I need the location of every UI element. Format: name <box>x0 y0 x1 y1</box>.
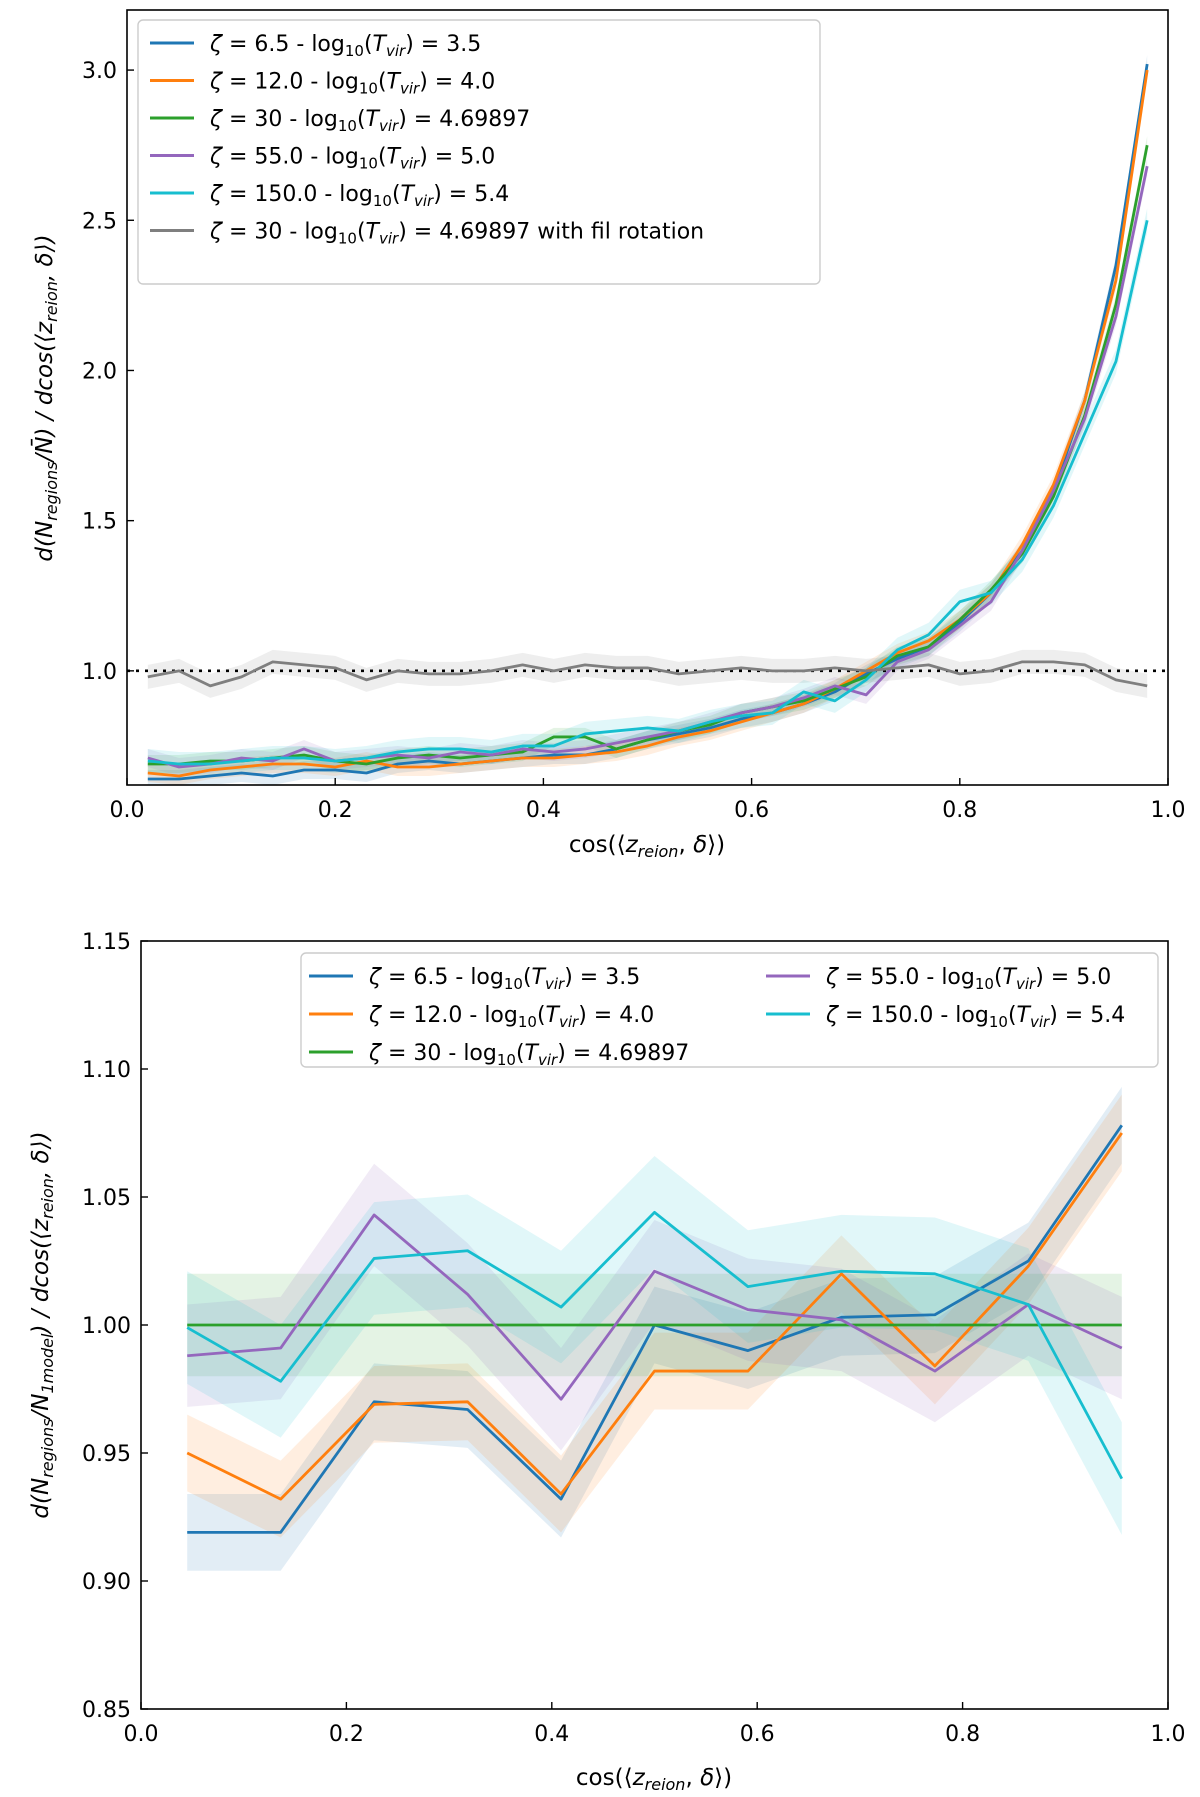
bottom-chart: 0.0 0.2 0.4 0.6 0.8 1.0 0.85 0.90 0.95 1.00 1.05 1.… <box>28 930 1186 1794</box>
legend-label: ζ = 6.5 - log10(Tvir) = 3.5 <box>368 965 640 993</box>
band-12-0-log10-tvir-4-0 <box>187 1094 1122 1538</box>
band-6-5-log10-tvir-3-5 <box>187 1086 1122 1571</box>
x-tick-label: 0.0 <box>124 1722 159 1747</box>
legend-entries: ζ = 6.5 - log10(Tvir) = 3.5 ζ = 12.0 - lo… <box>309 965 1125 1069</box>
y-tick-label: 1.00 <box>82 1314 131 1339</box>
legend-label: ζ = 55.0 - log10(Tvir) = 5.0 <box>209 145 495 173</box>
legend-box <box>137 19 821 285</box>
y-tick-label: 1.15 <box>82 930 131 955</box>
legend-label: ζ = 55.0 - log10(Tvir) = 5.0 <box>825 965 1111 993</box>
plot-frame <box>126 9 1169 786</box>
x-tick-label: 0.4 <box>534 1722 569 1747</box>
legend-label: ζ = 30 - log10(Tvir) = 4.69897 with fil … <box>209 220 704 248</box>
top-chart: 0.0 0.2 0.4 0.6 0.8 1.0 1.0 1.5 2.0 2.5 3.0 d(Nreg… <box>30 9 1186 861</box>
y-tick-label: 1.05 <box>82 1186 131 1211</box>
x-tick-label: 0.2 <box>329 1722 364 1747</box>
legend-label: ζ = 30 - log10(Tvir) = 4.69897 <box>368 1041 689 1069</box>
series-line-150-0-log10-tvir-5-4 <box>147 219 1149 766</box>
legend-label: ζ = 150.0 - log10(Tvir) = 5.4 <box>209 182 509 210</box>
y-tick-label: 2.0 <box>82 359 117 384</box>
legend-label: ζ = 12.0 - log10(Tvir) = 4.0 <box>209 70 495 98</box>
uncertainty-bands <box>187 1086 1122 1571</box>
x-axis-label: cos(⟨zreion, δ⟩) <box>569 832 725 861</box>
y-tick-label: 2.5 <box>82 209 117 234</box>
x-tick-label: 0.4 <box>526 798 561 823</box>
y-tick-label: 1.10 <box>82 1058 131 1083</box>
x-tick-label: 1.0 <box>1151 798 1186 823</box>
x-tick-label: 0.6 <box>740 1722 775 1747</box>
y-tick-label: 0.85 <box>82 1698 131 1723</box>
x-tick-label: 0.2 <box>318 798 353 823</box>
y-tick-label: 0.90 <box>82 1570 131 1595</box>
y-tick-label: 3.0 <box>82 59 117 84</box>
x-tick-label: 0.0 <box>110 798 145 823</box>
x-tick-label: 0.6 <box>734 798 769 823</box>
x-tick-label: 1.0 <box>1151 1722 1186 1747</box>
y-tick-label: 1.5 <box>82 510 117 535</box>
band-150-0-log10-tvir-5-4 <box>187 1156 1122 1535</box>
legend-label: ζ = 150.0 - log10(Tvir) = 5.4 <box>825 1003 1125 1031</box>
legend-label: ζ = 30 - log10(Tvir) = 4.69897 <box>209 107 530 135</box>
band-55-0-log10-tvir-5-0 <box>187 1163 1122 1451</box>
legend: ζ = 6.5 - log10(Tvir) = 3.5 ζ = 12.0 - lo… <box>137 19 821 285</box>
axis-ticks: 0.0 0.2 0.4 0.6 0.8 1.0 0.85 0.90 0.95 1.00 1.05 1.… <box>82 930 1185 1747</box>
y-axis-label: d(Nregions/N1model) / dcos(⟨zreion, δ⟩) <box>28 1131 57 1518</box>
x-axis-label: cos(⟨zreion, δ⟩) <box>576 1765 732 1794</box>
x-tick-label: 0.8 <box>945 1722 980 1747</box>
legend-label: ζ = 12.0 - log10(Tvir) = 4.0 <box>368 1003 654 1031</box>
legend: ζ = 6.5 - log10(Tvir) = 3.5 ζ = 12.0 - lo… <box>300 952 1159 1069</box>
y-tick-label: 1.0 <box>82 660 117 685</box>
y-axis-label: d(Nregions/N̄) / dcos(⟨zreion, δ⟩) <box>30 234 61 561</box>
series-lines <box>186 1124 1124 1534</box>
band-30-log10-tvir-4-69897-with-fil-rotation <box>147 649 1148 698</box>
x-tick-label: 0.8 <box>942 798 977 823</box>
series-lines <box>147 63 1149 781</box>
axis-ticks: 0.0 0.2 0.4 0.6 0.8 1.0 1.0 1.5 2.0 2.5 3.0 <box>82 59 1186 823</box>
band-150-0-log10-tvir-5-4 <box>147 208 1148 776</box>
legend-box <box>300 952 1159 1068</box>
legend-label: ζ = 6.5 - log10(Tvir) = 3.5 <box>209 32 481 60</box>
legend-entries: ζ = 6.5 - log10(Tvir) = 3.5 ζ = 12.0 - lo… <box>150 32 704 248</box>
y-tick-label: 0.95 <box>82 1442 131 1467</box>
